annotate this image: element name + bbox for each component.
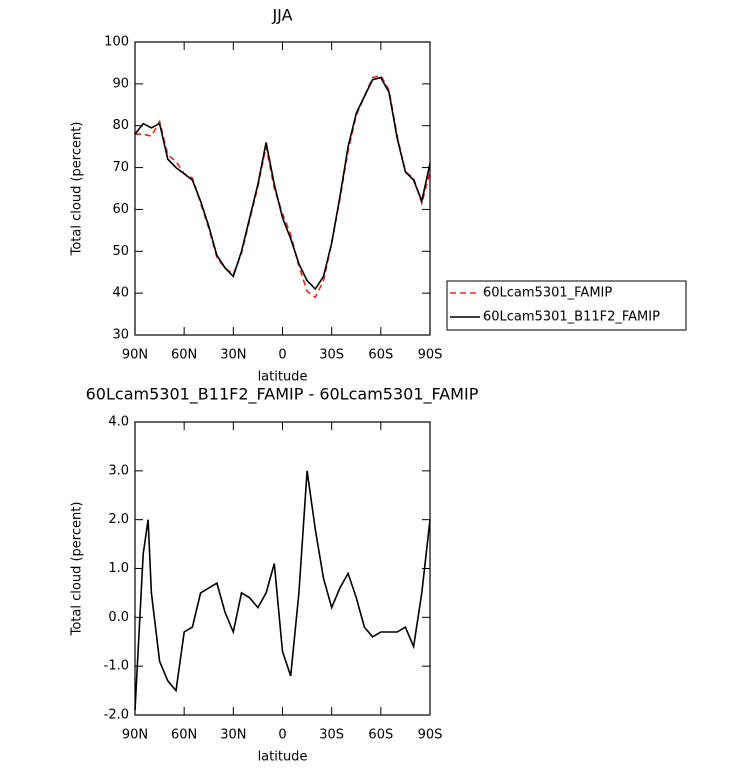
y-tick-label: -1.0 xyxy=(104,659,129,674)
x-tick-label: 30S xyxy=(319,728,344,743)
x-tick-label: 60N xyxy=(171,728,197,743)
y-tick-label: 70 xyxy=(112,160,129,175)
y-tick-label: 0.0 xyxy=(108,610,129,625)
x-tick-label: 30S xyxy=(319,348,344,363)
x-tick-label: 60N xyxy=(171,348,197,363)
y-tick-label: 50 xyxy=(112,244,129,259)
data-line xyxy=(134,470,431,711)
plot-frame xyxy=(134,421,431,716)
y-tick-label: 40 xyxy=(112,286,129,301)
legend-label: 60Lcam5301_B11F2_FAMIP xyxy=(483,310,660,325)
x-tick-label: 0 xyxy=(278,728,286,743)
legend-label: 60Lcam5301_FAMIP xyxy=(483,286,612,301)
x-tick-label: 90S xyxy=(418,348,443,363)
x-axis-label: latitude xyxy=(258,750,308,765)
y-tick-label: 4.0 xyxy=(108,415,129,430)
x-tick-label: 90N xyxy=(122,728,148,743)
y-tick-label: 30 xyxy=(112,328,129,343)
y-tick-label: 3.0 xyxy=(108,463,129,478)
chart-title: JJA xyxy=(271,6,292,25)
y-tick-label: 1.0 xyxy=(108,561,129,576)
y-tick-label: 90 xyxy=(112,76,129,91)
y-axis-label: Total cloud (percent) xyxy=(70,502,85,637)
x-tick-label: 30N xyxy=(220,348,246,363)
x-tick-label: 60S xyxy=(368,348,393,363)
x-tick-label: 90S xyxy=(418,728,443,743)
x-axis-label: latitude xyxy=(258,370,308,385)
x-tick-label: 60S xyxy=(368,728,393,743)
y-tick-label: 80 xyxy=(112,118,129,133)
x-tick-label: 30N xyxy=(220,728,246,743)
y-tick-label: -2.0 xyxy=(104,708,129,723)
y-tick-label: 100 xyxy=(104,35,129,50)
y-tick-label: 60 xyxy=(112,202,129,217)
legend-box xyxy=(446,280,687,331)
data-line xyxy=(134,76,431,291)
x-tick-label: 90N xyxy=(122,348,148,363)
chart-title: 60Lcam5301_B11F2_FAMIP - 60Lcam5301_FAMI… xyxy=(86,385,479,405)
y-tick-label: 2.0 xyxy=(108,512,129,527)
y-axis-label: Total cloud (percent) xyxy=(70,122,85,257)
x-tick-label: 0 xyxy=(278,348,286,363)
plot-frame xyxy=(134,41,431,336)
data-line xyxy=(135,74,431,299)
